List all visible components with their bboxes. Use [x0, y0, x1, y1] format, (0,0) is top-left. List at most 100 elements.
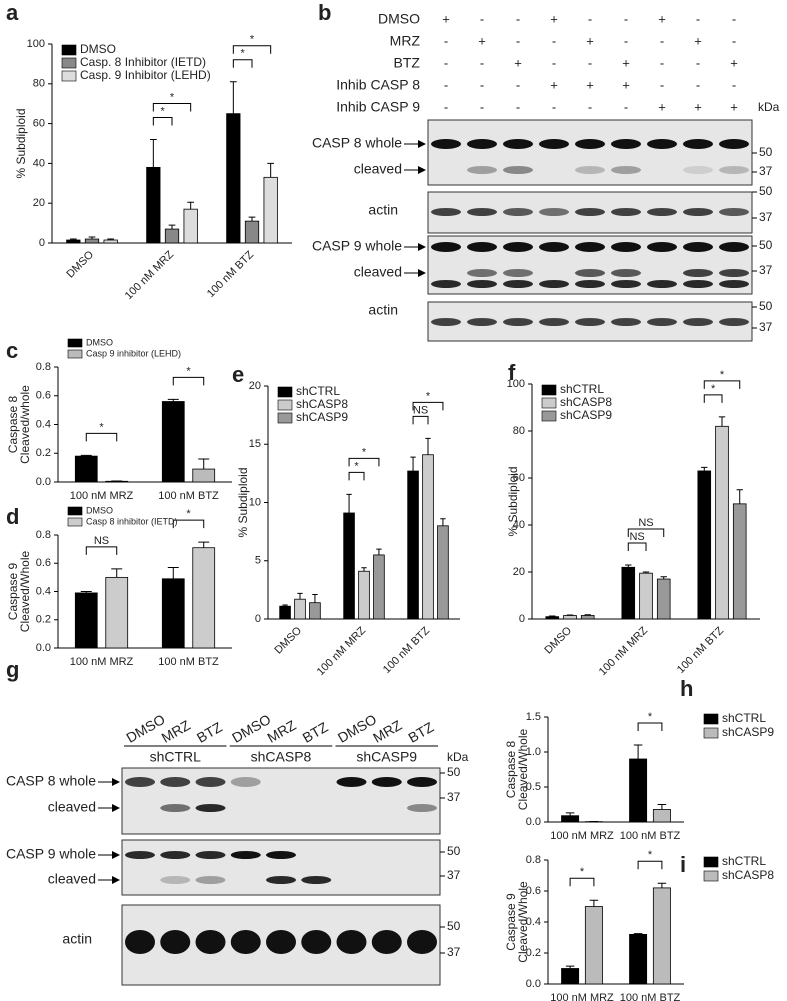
bar	[715, 425, 729, 620]
blot-band	[719, 208, 749, 216]
significance-label: *	[580, 866, 585, 878]
y-axis-label: Caspase 8	[6, 395, 20, 453]
y-tick-label: 80	[513, 425, 525, 437]
blot-band	[539, 242, 569, 252]
bar	[561, 968, 580, 985]
legend-label: Casp 8 inhibitor (IETD)	[86, 516, 178, 526]
legend-swatch	[703, 870, 719, 882]
significance-label: *	[354, 460, 359, 472]
y-tick-label: 20	[33, 197, 45, 209]
blot-label: cleaved	[354, 264, 402, 280]
blot-band	[575, 139, 605, 149]
blot-band	[407, 777, 437, 787]
y-tick-label: 20	[249, 380, 261, 392]
condition-mark: +	[442, 11, 450, 26]
y-tick-label: 100	[507, 378, 525, 390]
marker-label: 37	[759, 320, 773, 334]
error-bar	[297, 592, 303, 600]
lane-label: DMSO	[335, 711, 379, 746]
significance-label: NS	[413, 404, 428, 416]
bar	[373, 554, 385, 620]
blot-band	[683, 166, 713, 174]
blot-band	[160, 804, 191, 812]
x-tick-label: 100 nM BTZ	[158, 490, 219, 502]
x-tick-label: 100 nM BTZ	[620, 992, 681, 1001]
bar	[652, 809, 671, 823]
bar	[629, 758, 648, 823]
y-tick-label: 10	[249, 496, 261, 508]
x-tick-label: 100 nM MRZ	[550, 992, 614, 1001]
error-bar	[149, 139, 157, 168]
significance-bracket	[637, 722, 663, 731]
blot-band	[539, 318, 569, 326]
blot-band	[336, 777, 367, 787]
condition-mark: +	[622, 55, 630, 70]
bar	[621, 566, 636, 620]
bar	[74, 592, 98, 649]
blot-band	[125, 930, 155, 954]
bar	[309, 602, 321, 620]
error-bar	[88, 236, 96, 240]
condition-mark: -	[732, 11, 736, 26]
blot-band	[195, 777, 226, 787]
bar	[84, 238, 100, 244]
marker-label: 37	[447, 790, 461, 804]
blot-band	[503, 242, 533, 252]
condition-mark: -	[624, 99, 628, 114]
blot-band	[719, 318, 749, 326]
condition-mark: +	[586, 77, 594, 92]
significance-bracket	[232, 59, 253, 68]
bar	[545, 616, 560, 620]
error-bar	[736, 489, 743, 504]
y-tick-label: 40	[513, 519, 525, 531]
legend-label: shCTRL	[722, 854, 766, 868]
bar	[161, 578, 185, 649]
blot-band	[719, 269, 749, 277]
y-axis-label: Caspase 9	[6, 562, 20, 620]
condition-mark: -	[444, 55, 448, 70]
bar	[164, 228, 180, 244]
error-bar	[584, 614, 591, 616]
condition-label: Inhib CASP 8	[336, 77, 420, 93]
error-bar	[565, 965, 575, 969]
x-tick-label: 100 nM BTZ	[620, 830, 681, 842]
error-bar	[657, 882, 667, 888]
blot-band	[503, 318, 533, 326]
y-axis-label: Cleaved/whole	[18, 385, 32, 464]
legend-label: shCTRL	[722, 711, 766, 725]
axes	[547, 717, 684, 823]
blot-band	[683, 208, 713, 216]
condition-mark: -	[552, 99, 556, 114]
bar	[563, 615, 577, 620]
significance-label: *	[99, 421, 104, 433]
blot-band	[611, 318, 641, 326]
blot-label: actin	[368, 202, 398, 218]
blot-band	[719, 139, 749, 149]
blot-band	[160, 876, 191, 884]
significance-bracket	[703, 394, 723, 403]
bar	[263, 176, 278, 244]
marker-label: 50	[447, 919, 461, 933]
legend-swatch	[67, 506, 83, 516]
significance-label: *	[186, 508, 191, 520]
y-axis-label: Caspase 9	[504, 893, 518, 951]
lane-label: BTZ	[194, 719, 225, 746]
x-tick-label: 100 nM BTZ	[675, 624, 726, 675]
marker-label: 50	[759, 145, 773, 159]
bar	[561, 815, 580, 823]
blot-band	[683, 139, 713, 149]
y-axis-label: Cleaved/Whole	[516, 881, 530, 963]
error-bar	[167, 398, 179, 402]
bar	[407, 470, 419, 620]
blot-band	[431, 242, 461, 252]
blot-band	[503, 208, 533, 216]
condition-label: BTZ	[394, 55, 421, 71]
blot-band	[336, 930, 367, 954]
condition-mark: -	[444, 99, 448, 114]
bar	[161, 401, 185, 483]
significance-label: NS	[94, 535, 109, 547]
blot-band	[683, 318, 713, 326]
marker-label: 37	[759, 210, 773, 224]
panel-letter: d	[6, 504, 19, 529]
blot-band	[431, 280, 461, 288]
